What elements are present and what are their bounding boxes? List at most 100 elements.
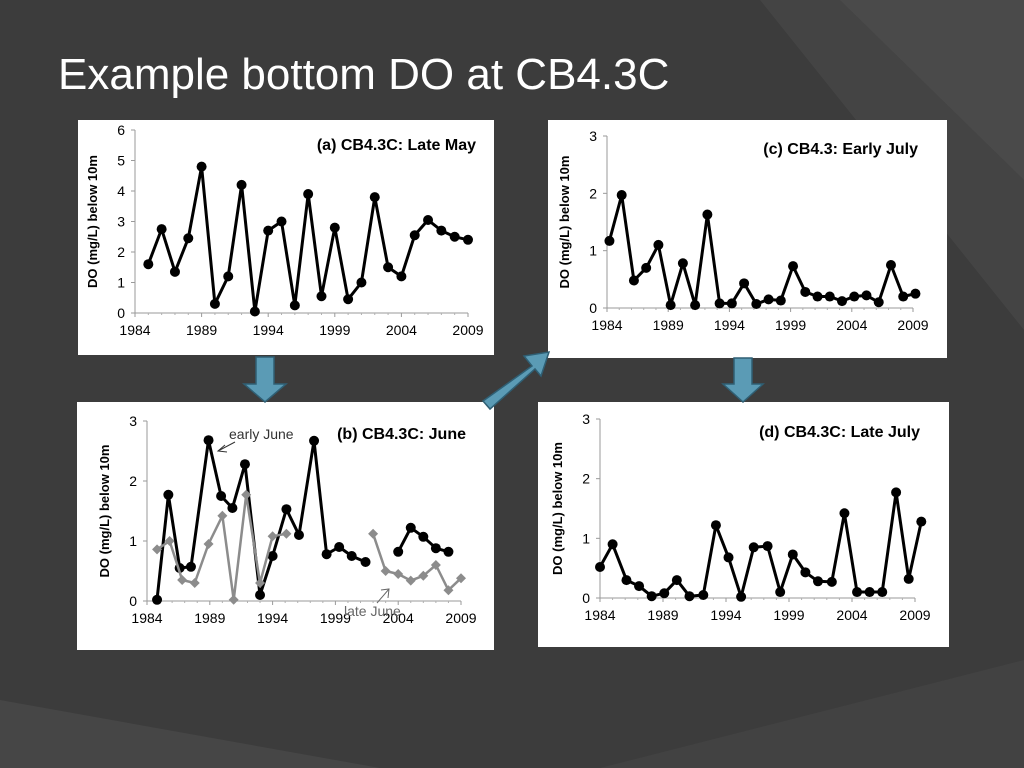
- y-tick-label: 3: [117, 214, 125, 230]
- data-point: [329, 222, 340, 233]
- data-point: [405, 575, 416, 586]
- data-point: [898, 291, 909, 302]
- data-point: [316, 291, 327, 302]
- data-point: [775, 587, 786, 598]
- data-point: [775, 295, 786, 306]
- y-tick-label: 0: [117, 305, 125, 321]
- data-point: [436, 225, 447, 236]
- data-point: [723, 552, 734, 563]
- data-point: [443, 546, 454, 557]
- data-point: [177, 575, 188, 585]
- data-point: [346, 551, 357, 561]
- data-point: [634, 581, 645, 592]
- data-point: [653, 239, 664, 250]
- data-point: [216, 491, 227, 501]
- data-point: [891, 487, 902, 498]
- data-point: [423, 214, 434, 225]
- data-point: [849, 291, 860, 302]
- annotation-late-june: late June: [344, 603, 401, 619]
- chart-title: (b) CB4.3C: June: [337, 426, 466, 443]
- x-tick-label: 1994: [253, 322, 284, 338]
- x-tick-label: 2004: [386, 322, 417, 338]
- data-point: [852, 587, 863, 598]
- x-tick-label: 1994: [710, 607, 741, 623]
- data-point: [690, 300, 701, 311]
- data-point: [203, 539, 214, 549]
- data-point: [430, 543, 441, 554]
- data-point: [726, 298, 737, 309]
- y-tick-label: 3: [589, 128, 597, 144]
- x-tick-label: 1994: [257, 610, 288, 626]
- data-point: [217, 510, 228, 521]
- chart-d: 0 1 2 3 1984 1989 1994 1999 2004 2009 DO (mg/L) be…: [550, 411, 931, 623]
- annotation-arrow-late-june: [376, 588, 390, 604]
- data-point: [607, 539, 618, 550]
- chart-c: 0 1 2 3 1984 1989 1994 1999 2004 2009 DO (mg/L) be…: [557, 128, 929, 333]
- data-point: [877, 587, 888, 598]
- data-point: [449, 231, 460, 242]
- data-point: [418, 570, 429, 581]
- y-tick-label: 4: [117, 183, 125, 199]
- y-tick-label: 2: [129, 473, 137, 489]
- data-point: [156, 224, 167, 235]
- data-point: [152, 544, 163, 555]
- data-point: [418, 531, 429, 542]
- data-point: [223, 271, 234, 282]
- data-point: [885, 260, 896, 270]
- series-line: [598, 490, 923, 599]
- data-point: [763, 294, 774, 305]
- data-point: [267, 531, 278, 542]
- chart-title: (c) CB4.3: Early July: [763, 141, 918, 158]
- slide-title: Example bottom DO at CB4.3C: [58, 50, 670, 99]
- data-point: [595, 561, 605, 572]
- data-point: [677, 258, 688, 269]
- data-point: [293, 530, 304, 540]
- data-point: [143, 259, 154, 270]
- x-tick-label: 1999: [320, 610, 351, 626]
- data-point: [748, 542, 759, 553]
- annotation-arrow-head: [380, 588, 390, 599]
- data-point: [383, 262, 394, 273]
- data-point: [861, 290, 872, 301]
- data-point: [826, 576, 837, 587]
- background-stripe: [840, 0, 1024, 180]
- series-line: [146, 165, 469, 313]
- data-point: [903, 573, 914, 584]
- y-tick-label: 1: [129, 533, 137, 549]
- x-tick-label: 2004: [836, 607, 867, 623]
- data-point: [360, 557, 371, 567]
- y-axis-label: DO (mg/L) below 10m: [97, 445, 112, 578]
- x-tick-label: 2004: [836, 317, 867, 333]
- data-point: [227, 503, 238, 513]
- y-tick-label: 6: [117, 122, 125, 138]
- data-point: [604, 235, 615, 246]
- data-point: [665, 300, 676, 311]
- data-point: [736, 591, 747, 602]
- data-point: [864, 587, 875, 598]
- chart-a: 0 1 2 3 4 5 6 1984 1989 1994 1999 2004 2009 DO (mg/L)…: [85, 122, 484, 338]
- y-tick-label: 0: [129, 593, 137, 609]
- data-point: [812, 291, 823, 302]
- y-axis-label: DO (mg/L) below 10m: [550, 442, 565, 575]
- background-stripe: [0, 700, 380, 768]
- chart-title: (a) CB4.3C: Late May: [317, 137, 476, 154]
- data-point: [281, 504, 292, 515]
- x-tick-label: 2009: [452, 322, 483, 338]
- data-point: [714, 298, 725, 309]
- data-point: [800, 567, 811, 578]
- data-point: [659, 588, 670, 599]
- annotation-early-june: early June: [229, 426, 294, 442]
- data-point: [255, 590, 266, 600]
- data-point: [616, 190, 627, 201]
- data-point: [409, 230, 420, 241]
- data-point: [380, 566, 391, 576]
- data-point: [267, 551, 278, 561]
- data-point: [788, 261, 799, 272]
- data-point: [368, 528, 379, 539]
- data-point: [163, 489, 174, 500]
- data-point: [196, 161, 207, 172]
- data-point: [393, 569, 404, 579]
- x-tick-label: 1999: [319, 322, 350, 338]
- data-point: [751, 298, 762, 309]
- data-point: [343, 294, 354, 305]
